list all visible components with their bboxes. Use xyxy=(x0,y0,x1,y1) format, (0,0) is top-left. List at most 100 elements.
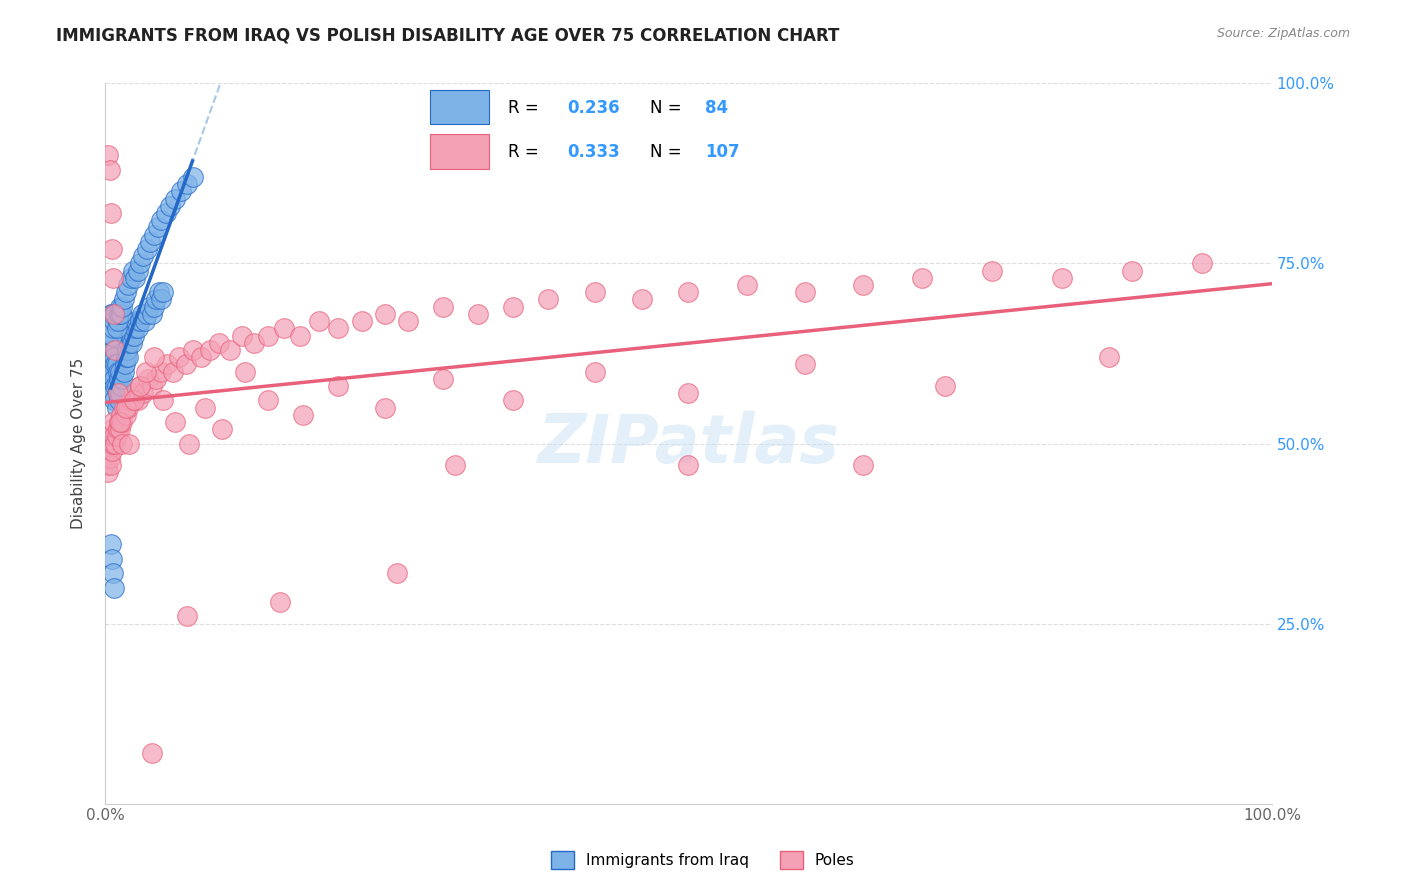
Point xyxy=(374,307,396,321)
Text: R =: R = xyxy=(509,99,544,117)
Point xyxy=(269,595,291,609)
Point xyxy=(124,271,146,285)
Text: N =: N = xyxy=(650,143,688,161)
Point xyxy=(129,379,152,393)
Point xyxy=(112,364,135,378)
Point xyxy=(118,436,141,450)
Point xyxy=(101,422,124,436)
Point xyxy=(103,372,125,386)
Point xyxy=(108,393,131,408)
Point xyxy=(110,307,132,321)
Point xyxy=(100,458,122,472)
Point xyxy=(385,566,408,581)
Point xyxy=(156,357,179,371)
Point xyxy=(181,170,204,185)
FancyBboxPatch shape xyxy=(430,90,489,124)
Point xyxy=(583,285,606,300)
Point xyxy=(105,429,128,443)
Point xyxy=(233,364,256,378)
Point xyxy=(111,372,134,386)
Point xyxy=(111,436,134,450)
Point xyxy=(288,328,311,343)
Point xyxy=(117,350,139,364)
Point xyxy=(101,307,124,321)
Point xyxy=(583,364,606,378)
Point xyxy=(678,458,700,472)
Point xyxy=(103,350,125,364)
Point xyxy=(101,436,124,450)
Point xyxy=(174,357,197,371)
Point xyxy=(136,242,159,256)
Point xyxy=(328,321,350,335)
Point xyxy=(111,300,134,314)
Point xyxy=(198,343,221,357)
Point xyxy=(181,343,204,357)
Point xyxy=(100,307,122,321)
Point xyxy=(980,263,1002,277)
Point xyxy=(1050,271,1073,285)
Point xyxy=(105,401,128,415)
Point xyxy=(129,256,152,270)
Point xyxy=(114,357,136,371)
Point xyxy=(735,278,758,293)
Point xyxy=(115,285,138,300)
Point xyxy=(122,386,145,401)
Point xyxy=(150,364,173,378)
Point xyxy=(108,386,131,401)
Point xyxy=(107,386,129,401)
Point xyxy=(292,408,315,422)
Point xyxy=(97,466,120,480)
Point xyxy=(115,343,138,357)
Point xyxy=(104,307,127,321)
Point xyxy=(108,300,131,314)
Point xyxy=(105,379,128,393)
Point xyxy=(103,307,125,321)
Point xyxy=(115,350,138,364)
Point xyxy=(101,242,124,256)
Point xyxy=(444,458,467,472)
Point xyxy=(194,401,217,415)
Point xyxy=(852,278,875,293)
Point xyxy=(170,185,193,199)
Point xyxy=(108,415,131,429)
Point xyxy=(934,379,956,393)
Point xyxy=(112,401,135,415)
Point xyxy=(155,206,177,220)
Point xyxy=(127,321,149,335)
Point xyxy=(101,271,124,285)
Point xyxy=(502,300,524,314)
Point xyxy=(100,350,122,364)
Point xyxy=(98,162,121,177)
Point xyxy=(167,350,190,364)
Point xyxy=(111,415,134,429)
Point xyxy=(141,379,163,393)
Point xyxy=(139,235,162,249)
Point xyxy=(208,335,231,350)
Point xyxy=(129,314,152,328)
Y-axis label: Disability Age Over 75: Disability Age Over 75 xyxy=(72,358,86,529)
Text: 84: 84 xyxy=(706,99,728,117)
Point xyxy=(101,566,124,581)
Point xyxy=(911,271,934,285)
Text: Source: ZipAtlas.com: Source: ZipAtlas.com xyxy=(1216,27,1350,40)
Point xyxy=(120,328,142,343)
Point xyxy=(243,335,266,350)
Point xyxy=(176,609,198,624)
Point xyxy=(152,285,174,300)
Point xyxy=(107,422,129,436)
Text: 0.333: 0.333 xyxy=(568,143,620,161)
Point xyxy=(231,328,253,343)
Point xyxy=(122,263,145,277)
Point xyxy=(108,415,131,429)
Point xyxy=(152,393,174,408)
Point xyxy=(136,372,159,386)
Point xyxy=(143,350,166,364)
Point xyxy=(101,551,124,566)
Point xyxy=(852,458,875,472)
Point xyxy=(100,206,122,220)
Point xyxy=(101,328,124,343)
Point xyxy=(110,408,132,422)
Point xyxy=(104,343,127,357)
Point xyxy=(141,307,163,321)
Point xyxy=(1097,350,1119,364)
